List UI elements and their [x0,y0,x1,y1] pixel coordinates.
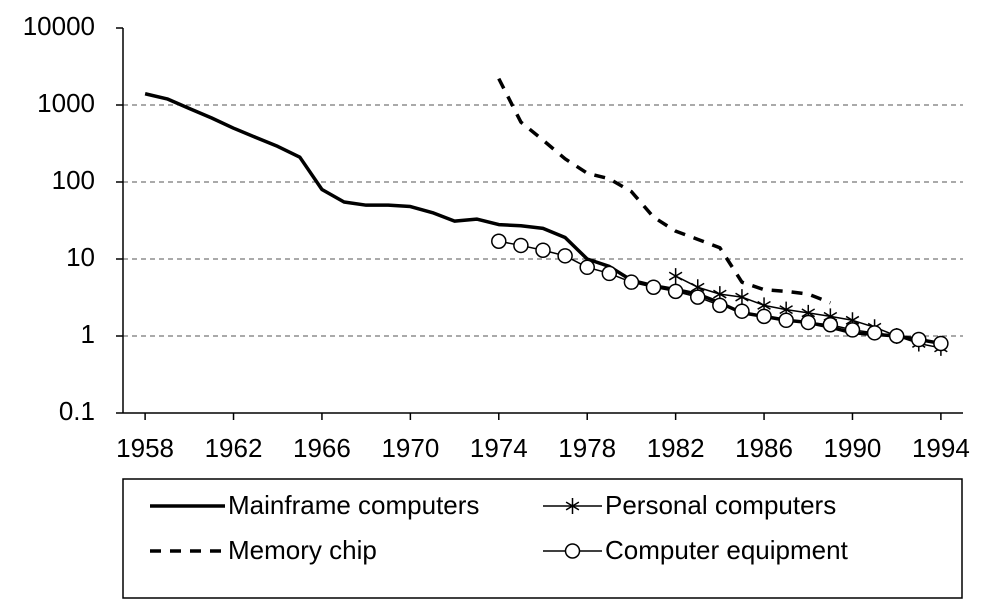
marker [822,316,839,333]
marker [735,289,749,306]
marker [668,268,683,285]
x-tick-label: 1990 [824,433,882,463]
marker [623,274,640,290]
legend-label: Computer equipment [605,535,849,565]
y-tick-label: 1000 [37,88,95,118]
marker [564,543,581,559]
marker [866,325,883,341]
marker [535,242,551,258]
marker [712,297,728,314]
y-tick-label: 1 [81,319,95,349]
x-tick-label: 1962 [205,433,263,463]
x-tick-label: 1970 [381,433,439,463]
marker [513,237,529,254]
legend-label: Personal computers [605,490,836,520]
x-tick-label: 1986 [735,433,793,463]
x-tick-label: 1958 [116,433,174,463]
marker [800,314,817,331]
marker [491,233,507,250]
marker [911,331,927,348]
legend-label: Memory chip [228,535,377,565]
marker [778,312,794,329]
y-tick-label: 10 [66,242,95,272]
y-tick-label: 10000 [23,11,95,41]
marker [579,259,595,276]
x-tick-label: 1966 [293,433,351,463]
marker [601,265,618,282]
marker [557,248,573,264]
series-line [497,77,832,305]
y-tick-label: 100 [52,165,95,195]
marker [844,322,861,338]
y-tick-label: 0.1 [59,396,95,426]
marker [888,328,905,344]
x-tick-label: 1994 [912,433,970,463]
series-line [144,92,942,346]
x-tick-label: 1982 [647,433,705,463]
x-tick-label: 1974 [470,433,528,463]
marker [756,308,772,325]
legend-box [122,478,963,599]
marker [667,283,684,300]
legend-label: Mainframe computers [228,490,479,520]
marker [689,289,706,305]
x-tick-label: 1978 [558,433,616,463]
marker [933,335,949,352]
marker [645,279,662,295]
marker [565,498,580,514]
marker [734,303,750,319]
